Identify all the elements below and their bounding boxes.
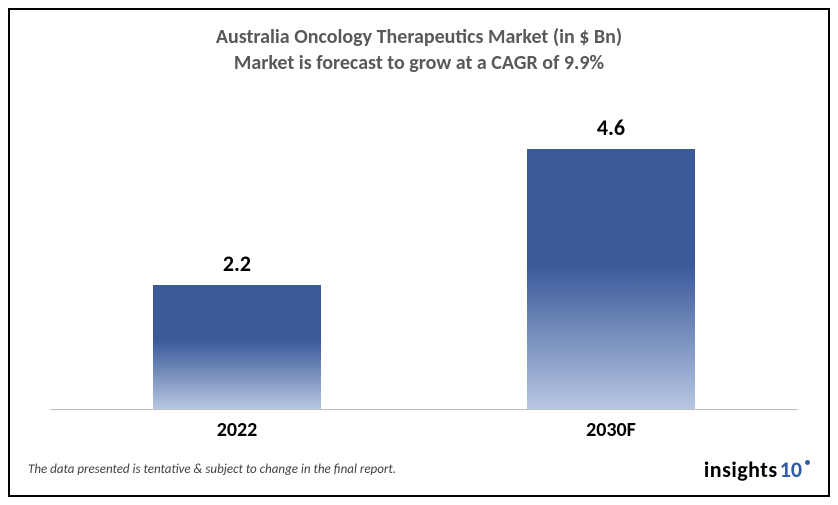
bar-value-label-1: 4.6 [597, 114, 625, 141]
chart-title-line2: Market is forecast to grow at a CAGR of … [30, 50, 808, 76]
chart-frame: Australia Oncology Therapeutics Market (… [8, 8, 830, 497]
insights10-logo: insights10 [704, 456, 810, 483]
chart-title-block: Australia Oncology Therapeutics Market (… [10, 10, 828, 82]
x-axis-labels: 2022 2030F [50, 410, 798, 448]
x-label-0: 2022 [87, 418, 386, 442]
chart-title-line1: Australia Oncology Therapeutics Market (… [30, 24, 808, 50]
bars-container: 2.2 4.6 [50, 102, 798, 410]
bar-column-0: 2.2 [87, 250, 386, 409]
logo-text: insights [704, 456, 778, 483]
disclaimer-text: The data presented is tentative & subjec… [28, 462, 396, 477]
bar-1 [527, 149, 695, 409]
x-label-1: 2030F [461, 418, 760, 442]
bar-value-label-0: 2.2 [223, 250, 251, 277]
bar-0 [153, 285, 321, 409]
footer: The data presented is tentative & subjec… [10, 448, 828, 495]
bar-column-1: 4.6 [461, 114, 760, 409]
logo-dot-icon [805, 460, 810, 465]
plot-area: 2.2 4.6 2022 2030F [50, 82, 798, 448]
logo-suffix: 10 [780, 456, 802, 483]
